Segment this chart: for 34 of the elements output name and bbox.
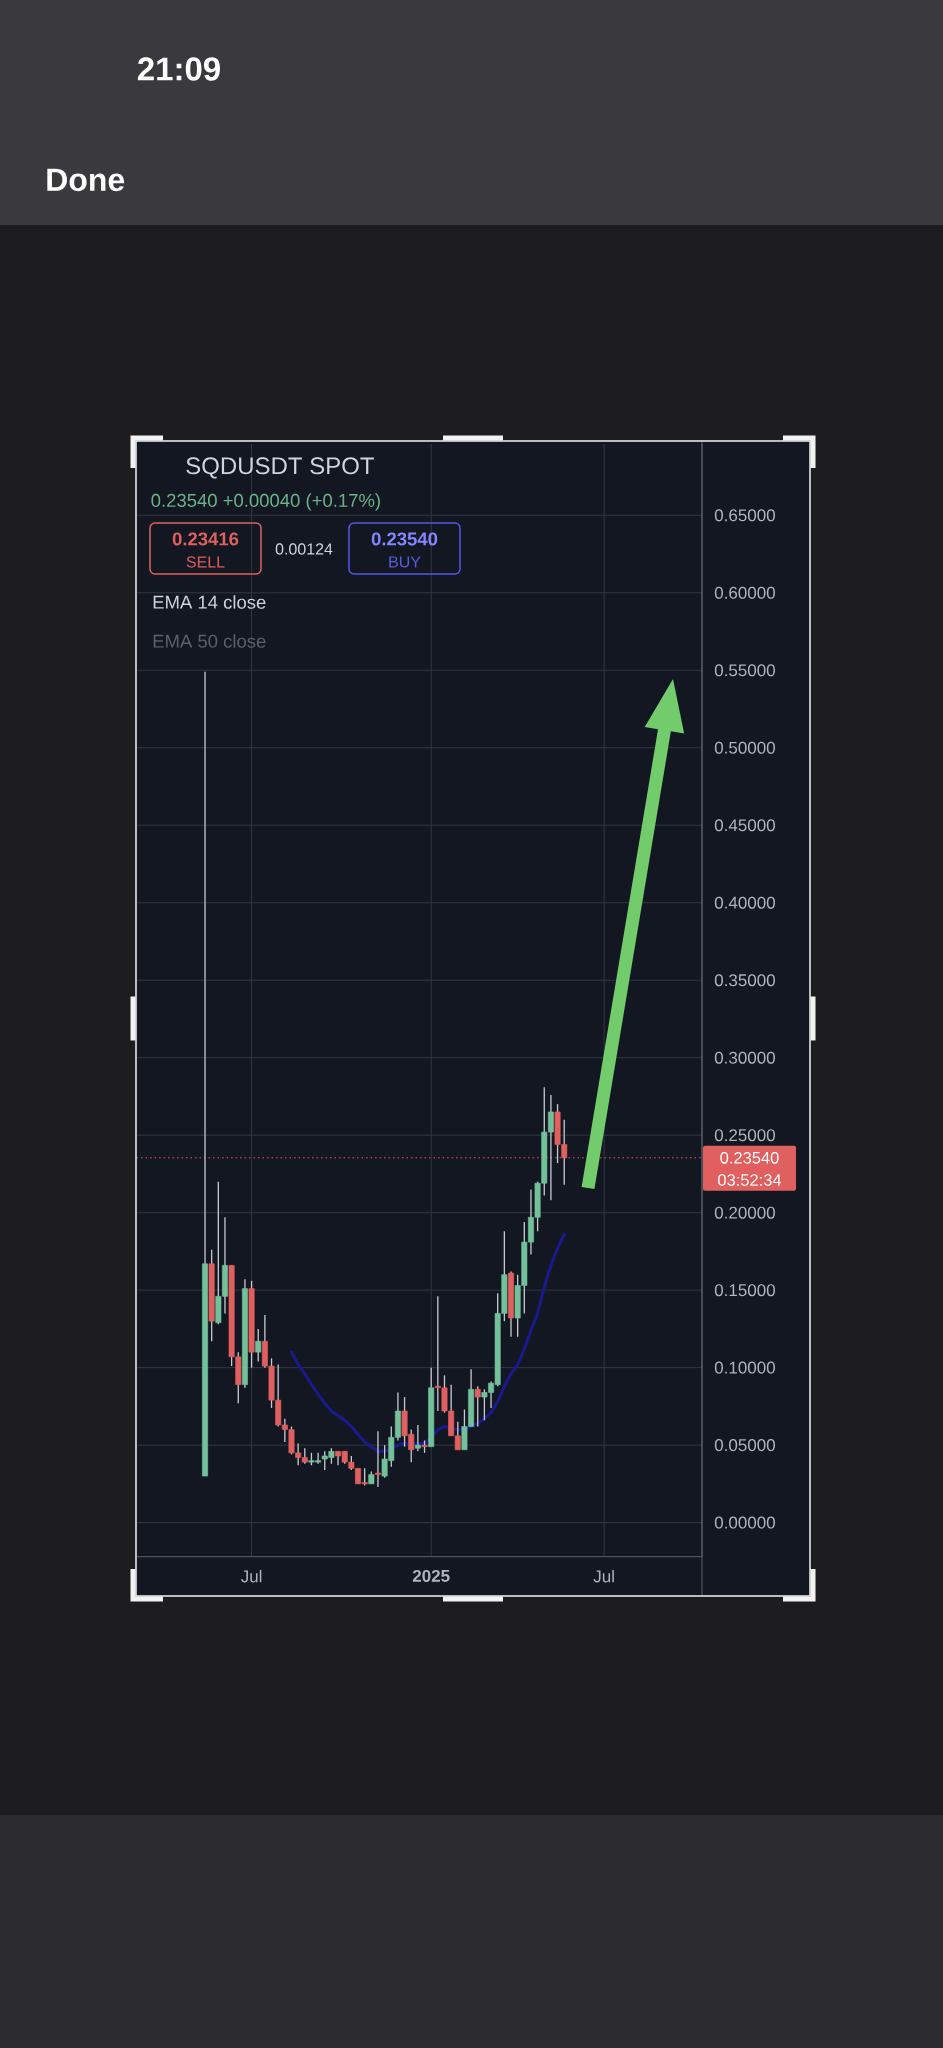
text: Done	[47, 168, 125, 192]
text: 21:09	[137, 57, 220, 81]
annotation: EMA 14 close	[153, 595, 266, 609]
candlestick	[375, 1430, 381, 1488]
x-tick-label: Jul	[593, 1569, 614, 1583]
y-tick-label: 0.05000	[714, 1439, 775, 1452]
y-tick-label: 0.25000	[714, 1129, 775, 1142]
annotation: 0.23416	[172, 532, 239, 546]
x-tick-label: Jul	[240, 1569, 262, 1583]
annotation: 0.00124	[275, 543, 333, 555]
y-tick-label: 0.10000	[714, 1361, 775, 1374]
y-tick-label: 0.60000	[714, 586, 775, 599]
y-tick-label: 0.55000	[714, 664, 775, 677]
candlestick	[255, 1328, 262, 1363]
y-tick-label: 0.50000	[714, 741, 775, 754]
y-tick-label: 0.65000	[714, 509, 775, 522]
annotation: SELL	[186, 556, 225, 568]
x-tick-label: 2025	[412, 1569, 450, 1582]
annotation: EMA 50 close	[153, 634, 266, 648]
ref-line-label: 0.23540	[720, 1151, 779, 1164]
annotation: BUY	[389, 556, 421, 568]
y-tick-label: 0.00000	[714, 1516, 775, 1529]
y-tick-label: 0.20000	[714, 1206, 775, 1219]
candlestick	[474, 1385, 481, 1428]
annotation: 0.23540	[371, 532, 438, 546]
text: 03:52:34	[718, 1174, 782, 1186]
y-tick-label: 0.15000	[714, 1284, 775, 1297]
text: 0.23540 +0.00040 (+0.17%)	[151, 493, 380, 511]
candlestick	[414, 1424, 421, 1452]
y-tick-label: 0.45000	[714, 819, 775, 832]
y-tick-label: 0.30000	[714, 1051, 775, 1064]
y-tick-label: 0.40000	[714, 896, 775, 909]
y-tick-label: 0.35000	[714, 974, 775, 987]
chart-title: SQDUSDT SPOT	[186, 457, 374, 479]
